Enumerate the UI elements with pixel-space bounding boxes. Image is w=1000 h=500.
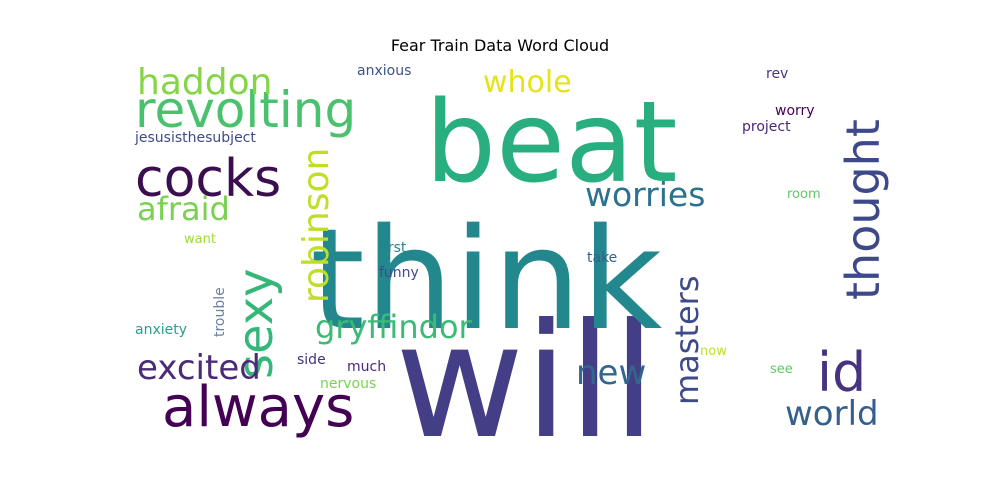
word-jesusisthesubject: jesusisthesubject bbox=[134, 130, 256, 146]
word-revolting: revolting bbox=[135, 81, 356, 139]
word-see: see bbox=[770, 362, 793, 377]
word-robinson: robinson bbox=[296, 148, 337, 303]
word-take: take bbox=[587, 250, 617, 266]
word-much: much bbox=[347, 359, 386, 375]
word-cloud: will think beat always revolting cocks sexy tho… bbox=[125, 61, 900, 449]
word-gryffindor: gryffindor bbox=[315, 308, 473, 346]
word-funny: funny bbox=[379, 265, 419, 281]
word-thought: thought bbox=[836, 119, 890, 300]
word-anxious: anxious bbox=[357, 63, 411, 79]
word-want: want bbox=[184, 232, 216, 247]
word-haddon: haddon bbox=[137, 62, 272, 103]
word-always: always bbox=[162, 375, 354, 440]
chart-title: Fear Train Data Word Cloud bbox=[390, 36, 610, 55]
word-beat: beat bbox=[425, 78, 678, 208]
word-side: side bbox=[297, 352, 326, 368]
word-trouble: trouble bbox=[212, 287, 228, 337]
word-worry: worry bbox=[775, 103, 815, 119]
word-rev: rev bbox=[766, 66, 788, 82]
word-new: new bbox=[576, 353, 646, 393]
word-project: project bbox=[742, 119, 791, 135]
word-anxiety: anxiety bbox=[135, 322, 187, 338]
word-room: room bbox=[787, 187, 821, 202]
word-will: will bbox=[395, 290, 656, 449]
word-id: id bbox=[817, 341, 866, 404]
word-think: think bbox=[310, 199, 662, 362]
word-first: first bbox=[379, 240, 407, 256]
word-afraid: afraid bbox=[137, 190, 230, 228]
word-cocks: cocks bbox=[135, 149, 281, 209]
word-worries: worries bbox=[585, 175, 705, 214]
word-excited: excited bbox=[137, 348, 261, 388]
word-whole: whole bbox=[483, 65, 572, 100]
word-nervous: nervous bbox=[320, 376, 376, 392]
word-world: world bbox=[785, 394, 879, 434]
word-sexy: sexy bbox=[228, 268, 284, 379]
word-masters: masters bbox=[668, 275, 706, 405]
word-now: now bbox=[700, 344, 727, 359]
